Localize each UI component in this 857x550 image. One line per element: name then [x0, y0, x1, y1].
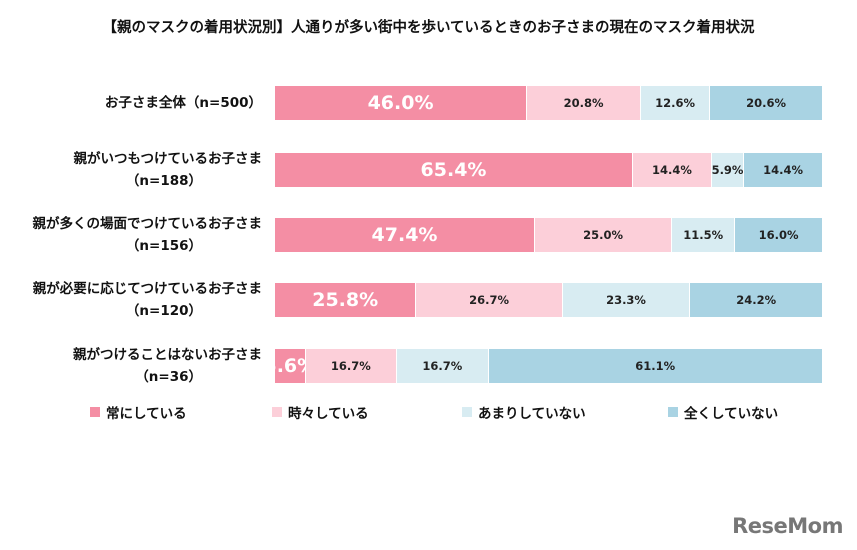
legend-swatch: [668, 407, 678, 417]
data-label: 26.7%: [469, 293, 509, 307]
bar-segment: 46.0%: [275, 86, 528, 120]
legend-label: 時々している: [288, 406, 369, 422]
data-label: 24.2%: [736, 293, 777, 307]
bar-segment: 26.7%: [416, 283, 563, 317]
data-label: 12.6%: [655, 96, 696, 110]
bar-segment: 20.8%: [527, 86, 642, 120]
data-label: 14.4%: [651, 163, 692, 177]
legend-swatch: [272, 407, 282, 417]
category-label-line: お子さま全体（n=500）: [104, 95, 262, 111]
data-label: 47.4%: [371, 224, 438, 246]
bar-segment: 5.6%: [263, 349, 316, 383]
bar-segment: 24.2%: [690, 283, 823, 317]
legend-label: 全くしていない: [684, 406, 779, 422]
bar-segment: 65.4%: [275, 153, 634, 187]
data-label: 14.4%: [763, 163, 804, 177]
category-label-line: （n=120）: [125, 303, 202, 319]
category-label: 親がつけることはないお子さま （n=36）: [0, 344, 262, 388]
bar-segment: 5.9%: [711, 153, 745, 187]
data-label: 5.6%: [263, 355, 317, 377]
data-label: 46.0%: [367, 92, 434, 114]
bar-segment: 14.4%: [744, 153, 823, 187]
data-label: 5.9%: [711, 163, 744, 177]
bar-segment: 61.1%: [488, 349, 823, 383]
category-label-line: （n=156）: [125, 238, 202, 254]
bar-row: 25.8% 26.7% 23.3% 24.2%: [275, 283, 823, 317]
legend-item: 全くしていない: [668, 402, 778, 422]
bar-segment: 25.0%: [535, 218, 673, 252]
bar-row: 5.6% 16.7% 16.7% 61.1%: [263, 349, 823, 383]
data-label: 16.0%: [758, 228, 799, 242]
category-label-line: 親が多くの場面でつけているお子さま: [32, 216, 263, 232]
legend-swatch: [462, 407, 472, 417]
data-label: 20.8%: [563, 96, 604, 110]
category-label: 親がいつもつけているお子さま （n=188）: [0, 148, 262, 192]
legend-swatch: [90, 407, 100, 417]
bar-row: 65.4% 14.4% 5.9% 14.4%: [275, 153, 823, 187]
category-label-line: 親がいつもつけているお子さま: [73, 151, 262, 167]
bar-segment: 11.5%: [672, 218, 736, 252]
category-label: お子さま全体（n=500）: [0, 92, 262, 114]
bar-segment: 23.3%: [562, 283, 691, 317]
legend-label: 常にしている: [106, 406, 187, 422]
category-label-line: 親が必要に応じてつけているお子さま: [32, 281, 262, 297]
bar-segment: 16.7%: [305, 349, 398, 383]
data-label: 61.1%: [635, 359, 676, 373]
bar-segment: 47.4%: [275, 218, 535, 252]
legend-label: あまりしていない: [478, 406, 586, 422]
legend-item: あまりしていない: [462, 402, 586, 422]
bar-row: 46.0% 20.8% 12.6% 20.6%: [275, 86, 823, 120]
chart-title: 【親のマスクの着用状況別】人通りが多い街中を歩いているときのお子さまの現在のマス…: [102, 20, 755, 36]
legend-item: 時々している: [272, 402, 369, 422]
legend-item: 常にしている: [90, 402, 187, 422]
data-label: 25.0%: [583, 228, 624, 242]
data-label: 11.5%: [683, 228, 724, 242]
bar-segment: 14.4%: [633, 153, 712, 187]
data-label: 16.7%: [422, 359, 463, 373]
category-label-line: （n=36）: [135, 369, 202, 385]
bar-segment: 20.6%: [710, 86, 823, 120]
category-label: 親が多くの場面でつけているお子さま （n=156）: [0, 213, 263, 257]
category-label-line: （n=188）: [125, 173, 202, 189]
data-label: 16.7%: [330, 359, 371, 373]
data-label: 25.8%: [312, 289, 379, 311]
bar-segment: 16.0%: [735, 218, 823, 252]
resemom-logo: ReseMom: [732, 514, 843, 538]
bar-segment: 12.6%: [641, 86, 711, 120]
bar-segment: 25.8%: [275, 283, 417, 317]
data-label: 65.4%: [420, 159, 487, 181]
bar-segment: 16.7%: [397, 349, 489, 383]
category-label: 親が必要に応じてつけているお子さま （n=120）: [0, 278, 262, 322]
data-label: 20.6%: [746, 96, 786, 110]
category-label-line: 親がつけることはないお子さま: [73, 347, 262, 363]
data-label: 23.3%: [606, 293, 646, 307]
bar-row: 47.4% 25.0% 11.5% 16.0%: [275, 218, 823, 252]
